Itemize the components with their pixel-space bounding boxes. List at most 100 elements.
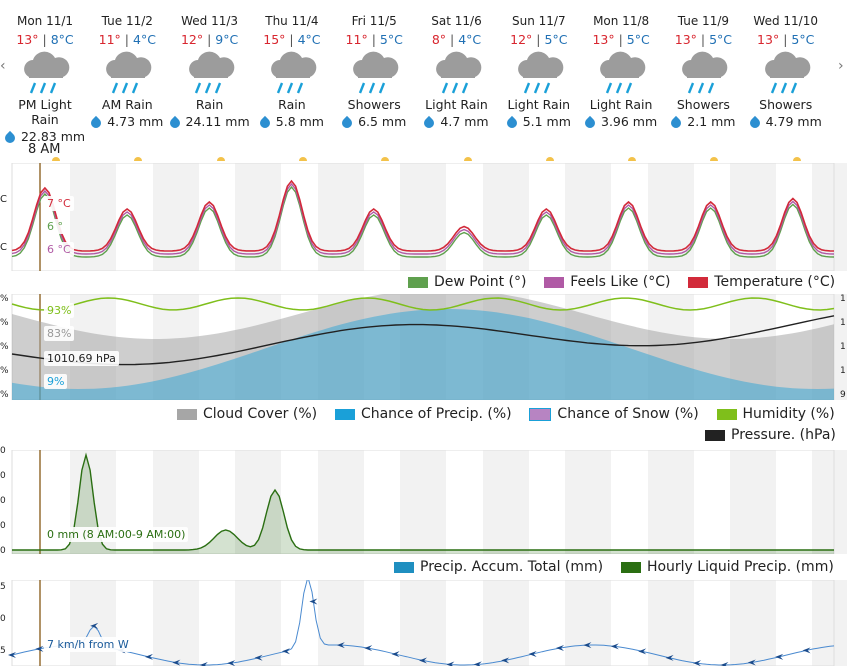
cloud-left-tick: % bbox=[0, 390, 9, 400]
wind-chart[interactable]: 7 km/h from W 5 0 5 bbox=[0, 575, 847, 668]
day-column[interactable]: Mon 11/1 13° | 8°C PM Light Rain 22.83 m… bbox=[2, 0, 86, 160]
day-high: 13° bbox=[674, 32, 697, 47]
day-condition: Light Rain bbox=[425, 97, 488, 112]
day-column[interactable]: Sun 11/7 12° | 5°C Light Rain 5.1 mm bbox=[498, 0, 580, 160]
night-band bbox=[400, 163, 446, 271]
wind-arrow-icon bbox=[172, 659, 181, 666]
hourly-precip-line bbox=[12, 452, 834, 551]
raindrop-icon bbox=[340, 115, 355, 130]
day-temps: 8° | 4°C bbox=[431, 32, 482, 47]
legend-pressure[interactable]: Pressure. (hPa) bbox=[705, 427, 836, 443]
day-name: Wed 11/3 bbox=[181, 14, 239, 28]
sunrise-icon bbox=[463, 157, 472, 161]
day-column[interactable]: Tue 11/9 13° | 5°C Showers 2.1 mm bbox=[662, 0, 744, 160]
cloud-humidity-chart[interactable]: 93% 83% 1010.69 hPa 9% %%%%% 1 1 1 1 9 bbox=[0, 289, 847, 401]
legend-snow-chance[interactable]: Chance of Snow (%) bbox=[529, 406, 699, 422]
day-temps: 13° | 5°C bbox=[757, 32, 815, 47]
day-precip: 2.1 mm bbox=[662, 114, 744, 130]
legend-dew-point[interactable]: Dew Point (°) bbox=[408, 274, 526, 290]
day-temps: 11° | 4°C bbox=[98, 32, 156, 47]
prev-arrow-icon[interactable]: ‹ bbox=[0, 58, 6, 74]
day-name: Mon 11/8 bbox=[593, 14, 650, 28]
day-condition: Showers bbox=[759, 97, 813, 112]
rain-cloud-icon bbox=[262, 51, 322, 95]
wind-arrow-icon bbox=[391, 651, 400, 658]
precipitation-chart[interactable]: 0 mm (8 AM:00-9 AM:00) 0 0 0 0 0 bbox=[0, 446, 847, 556]
sunrise-icon bbox=[710, 157, 719, 161]
wind-value-label: 7 km/h from W bbox=[44, 637, 132, 652]
day-column[interactable]: Tue 11/2 11° | 4°C AM Rain 4.73 mm bbox=[86, 0, 168, 160]
day-precip: 4.7 mm bbox=[416, 114, 498, 130]
hourly-swatch bbox=[620, 561, 641, 573]
night-band bbox=[648, 450, 694, 554]
day-column[interactable]: Sat 11/6 8° | 4°C Light Rain 4.7 mm bbox=[416, 0, 498, 160]
day-temps: 15° | 4°C bbox=[263, 32, 321, 47]
night-band bbox=[70, 580, 116, 666]
legend-hourly-precip[interactable]: Hourly Liquid Precip. (mm) bbox=[620, 559, 834, 575]
day-high: 13° bbox=[16, 32, 39, 47]
night-band bbox=[235, 450, 281, 554]
current-time-label: 8 AM bbox=[28, 142, 61, 157]
day-high: 12° bbox=[180, 32, 204, 47]
temperature-chart[interactable]: 7 °C 6 ° 6 °C C C bbox=[0, 162, 847, 272]
wind-arrow-icon bbox=[90, 622, 99, 629]
night-band bbox=[153, 163, 199, 271]
precip-legend: Precip. Accum. Total (mm) Hourly Liquid … bbox=[394, 559, 834, 575]
sunrise-icon bbox=[545, 157, 554, 161]
night-band bbox=[648, 580, 694, 666]
night-band bbox=[812, 580, 847, 666]
dew-swatch bbox=[408, 276, 428, 288]
day-column[interactable]: Mon 11/8 13° | 5°C Light Rain 3.96 mm bbox=[580, 0, 662, 160]
day-column[interactable]: Thu 11/4 15° | 4°C Rain 5.8 mm bbox=[251, 0, 333, 160]
wind-arrow-icon bbox=[364, 645, 373, 652]
day-name: Tue 11/9 bbox=[677, 14, 730, 28]
precip-tick: 0 bbox=[0, 471, 6, 481]
legend-humidity[interactable]: Humidity (%) bbox=[716, 406, 835, 422]
day-precip-amount: 5.8 mm bbox=[275, 114, 324, 129]
wind-arrow-icon bbox=[665, 654, 674, 661]
day-precip-amount: 5.1 mm bbox=[522, 114, 571, 129]
day-precip: 4.73 mm bbox=[86, 114, 168, 130]
rain-cloud-icon bbox=[344, 51, 404, 95]
legend-temperature[interactable]: Temperature (°C) bbox=[688, 274, 835, 290]
legend-precip-total[interactable]: Precip. Accum. Total (mm) bbox=[394, 559, 603, 575]
wind-arrow-icon bbox=[747, 659, 756, 666]
legend-cloud-cover[interactable]: Cloud Cover (%) bbox=[177, 406, 317, 422]
rain-cloud-icon bbox=[427, 51, 487, 95]
day-precip: 6.5 mm bbox=[333, 114, 415, 130]
day-low: 5°C bbox=[626, 32, 650, 47]
wind-arrow-icon bbox=[802, 647, 811, 654]
rain-cloud-icon bbox=[180, 51, 240, 95]
next-arrow-icon[interactable]: › bbox=[838, 58, 844, 74]
day-column[interactable]: Wed 11/3 12° | 9°C Rain 24.11 mm bbox=[167, 0, 251, 160]
temp-swatch bbox=[688, 276, 709, 288]
night-band bbox=[812, 163, 847, 271]
raindrop-icon bbox=[669, 115, 684, 130]
cloud-left-tick: % bbox=[0, 342, 9, 352]
legend-precip-chance[interactable]: Chance of Precip. (%) bbox=[334, 406, 512, 422]
day-precip-amount: 4.79 mm bbox=[765, 114, 822, 129]
legend-pressure-label: Pressure. (hPa) bbox=[731, 427, 836, 443]
day-high: 11° bbox=[98, 32, 121, 47]
day-low: 4°C bbox=[133, 32, 156, 47]
raindrop-icon bbox=[747, 115, 762, 130]
total-swatch bbox=[394, 561, 414, 573]
sunrise-icon bbox=[792, 157, 801, 161]
day-precip-amount: 4.7 mm bbox=[440, 114, 489, 129]
cloud-swatch bbox=[177, 408, 197, 420]
raindrop-icon bbox=[89, 115, 104, 130]
humidity-line bbox=[11, 297, 835, 311]
day-low: 4°C bbox=[297, 32, 321, 47]
day-temps: 11° | 5°C bbox=[345, 32, 403, 47]
day-low: 5°C bbox=[709, 32, 733, 47]
legend-dew-label: Dew Point (°) bbox=[434, 274, 527, 290]
legend-precip-label: Chance of Precip. (%) bbox=[360, 406, 512, 422]
day-column[interactable]: Wed 11/10 13° | 5°C Showers 4.79 mm bbox=[745, 0, 827, 160]
pressure-swatch bbox=[705, 429, 725, 441]
day-precip: 4.79 mm bbox=[745, 114, 827, 130]
day-column[interactable]: Fri 11/5 11° | 5°C Showers 6.5 mm bbox=[333, 0, 415, 160]
day-temps: 13° | 5°C bbox=[592, 32, 650, 47]
day-precip: 22.83 mm bbox=[2, 129, 86, 145]
legend-feels-like[interactable]: Feels Like (°C) bbox=[544, 274, 670, 290]
day-name: Thu 11/4 bbox=[265, 14, 319, 28]
